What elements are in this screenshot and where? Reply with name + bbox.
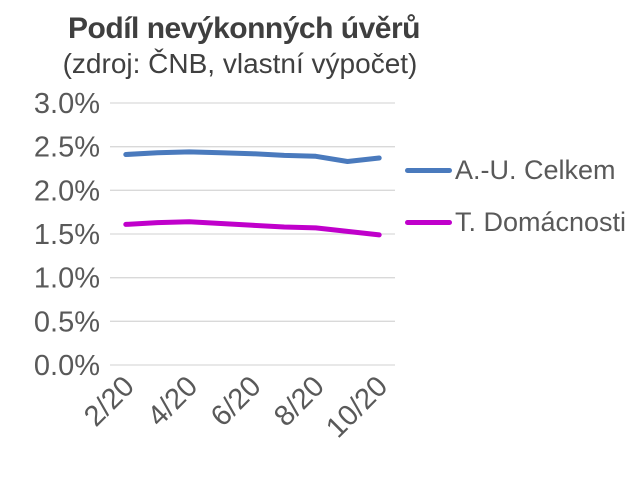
y-tick-label: 1.5% bbox=[34, 219, 100, 251]
chart-subtitle: (zdroj: ČNB, vlastní výpočet) bbox=[62, 48, 418, 79]
legend-label-domacnosti: T. Domácnosti bbox=[455, 206, 627, 237]
x-tick-label: 4/20 bbox=[142, 370, 205, 433]
legend-item-domacnosti: T. Domácnosti bbox=[405, 207, 626, 237]
series-line-1 bbox=[123, 219, 382, 238]
series-line-0 bbox=[123, 149, 382, 164]
y-tick-label: 0.0% bbox=[34, 350, 100, 382]
x-tick-label: 6/20 bbox=[205, 370, 268, 433]
legend-item-celkem: A.-U. Celkem bbox=[405, 155, 616, 185]
gridlines bbox=[110, 102, 395, 366]
legend-label-celkem: A.-U. Celkem bbox=[455, 154, 616, 185]
x-tick-label: 10/20 bbox=[320, 370, 394, 444]
y-tick-label: 2.5% bbox=[34, 132, 100, 164]
y-tick-label: 0.5% bbox=[34, 306, 100, 338]
y-tick-label: 2.0% bbox=[34, 175, 100, 207]
legend-line-swatch-celkem bbox=[405, 167, 452, 173]
chart-title: Podíl nevýkonných úvěrů bbox=[68, 12, 420, 45]
y-tick-label: 1.0% bbox=[34, 263, 100, 295]
legend-line-swatch-domacnosti bbox=[405, 219, 452, 225]
y-axis-labels: 0.0% 0.5% 1.0% 1.5% 2.0% 2.5% 3.0% bbox=[34, 88, 100, 382]
y-tick-label: 3.0% bbox=[34, 88, 100, 120]
